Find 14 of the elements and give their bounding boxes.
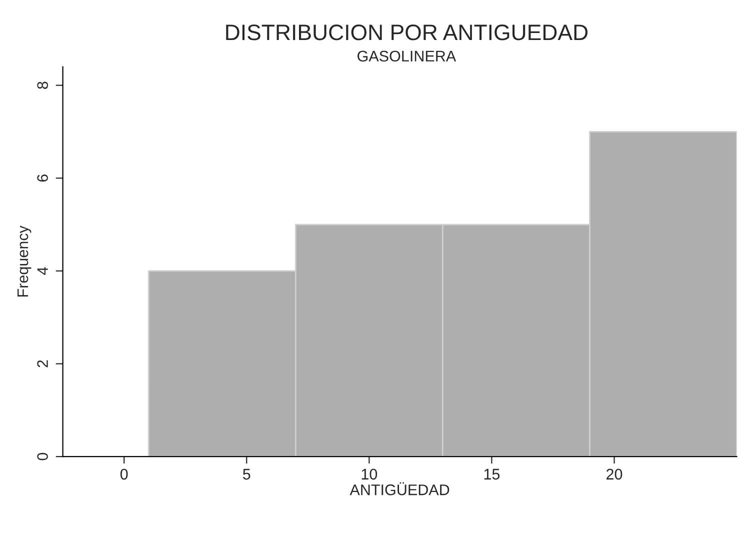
x-tick-label: 0 [120,468,128,480]
x-tick-label: 15 [484,468,500,480]
y-tick-label: 2 [37,360,48,368]
x-axis-title: ANTIGÜEDAD [350,482,450,496]
y-tick-label: 6 [37,174,48,182]
x-tick-label: 20 [606,468,622,480]
x-tick-label: 5 [242,468,250,480]
chart-title: DISTRIBUCION POR ANTIGUEDAD [226,24,588,40]
y-axis-title: Frequency [18,226,32,296]
y-tick-label: 4 [37,267,48,275]
y-tick-label: 8 [37,82,48,89]
x-tick-label: 10 [362,468,378,480]
chart-subtitle: GASOLINERA [358,50,456,62]
y-tick-label: 0 [37,452,48,460]
